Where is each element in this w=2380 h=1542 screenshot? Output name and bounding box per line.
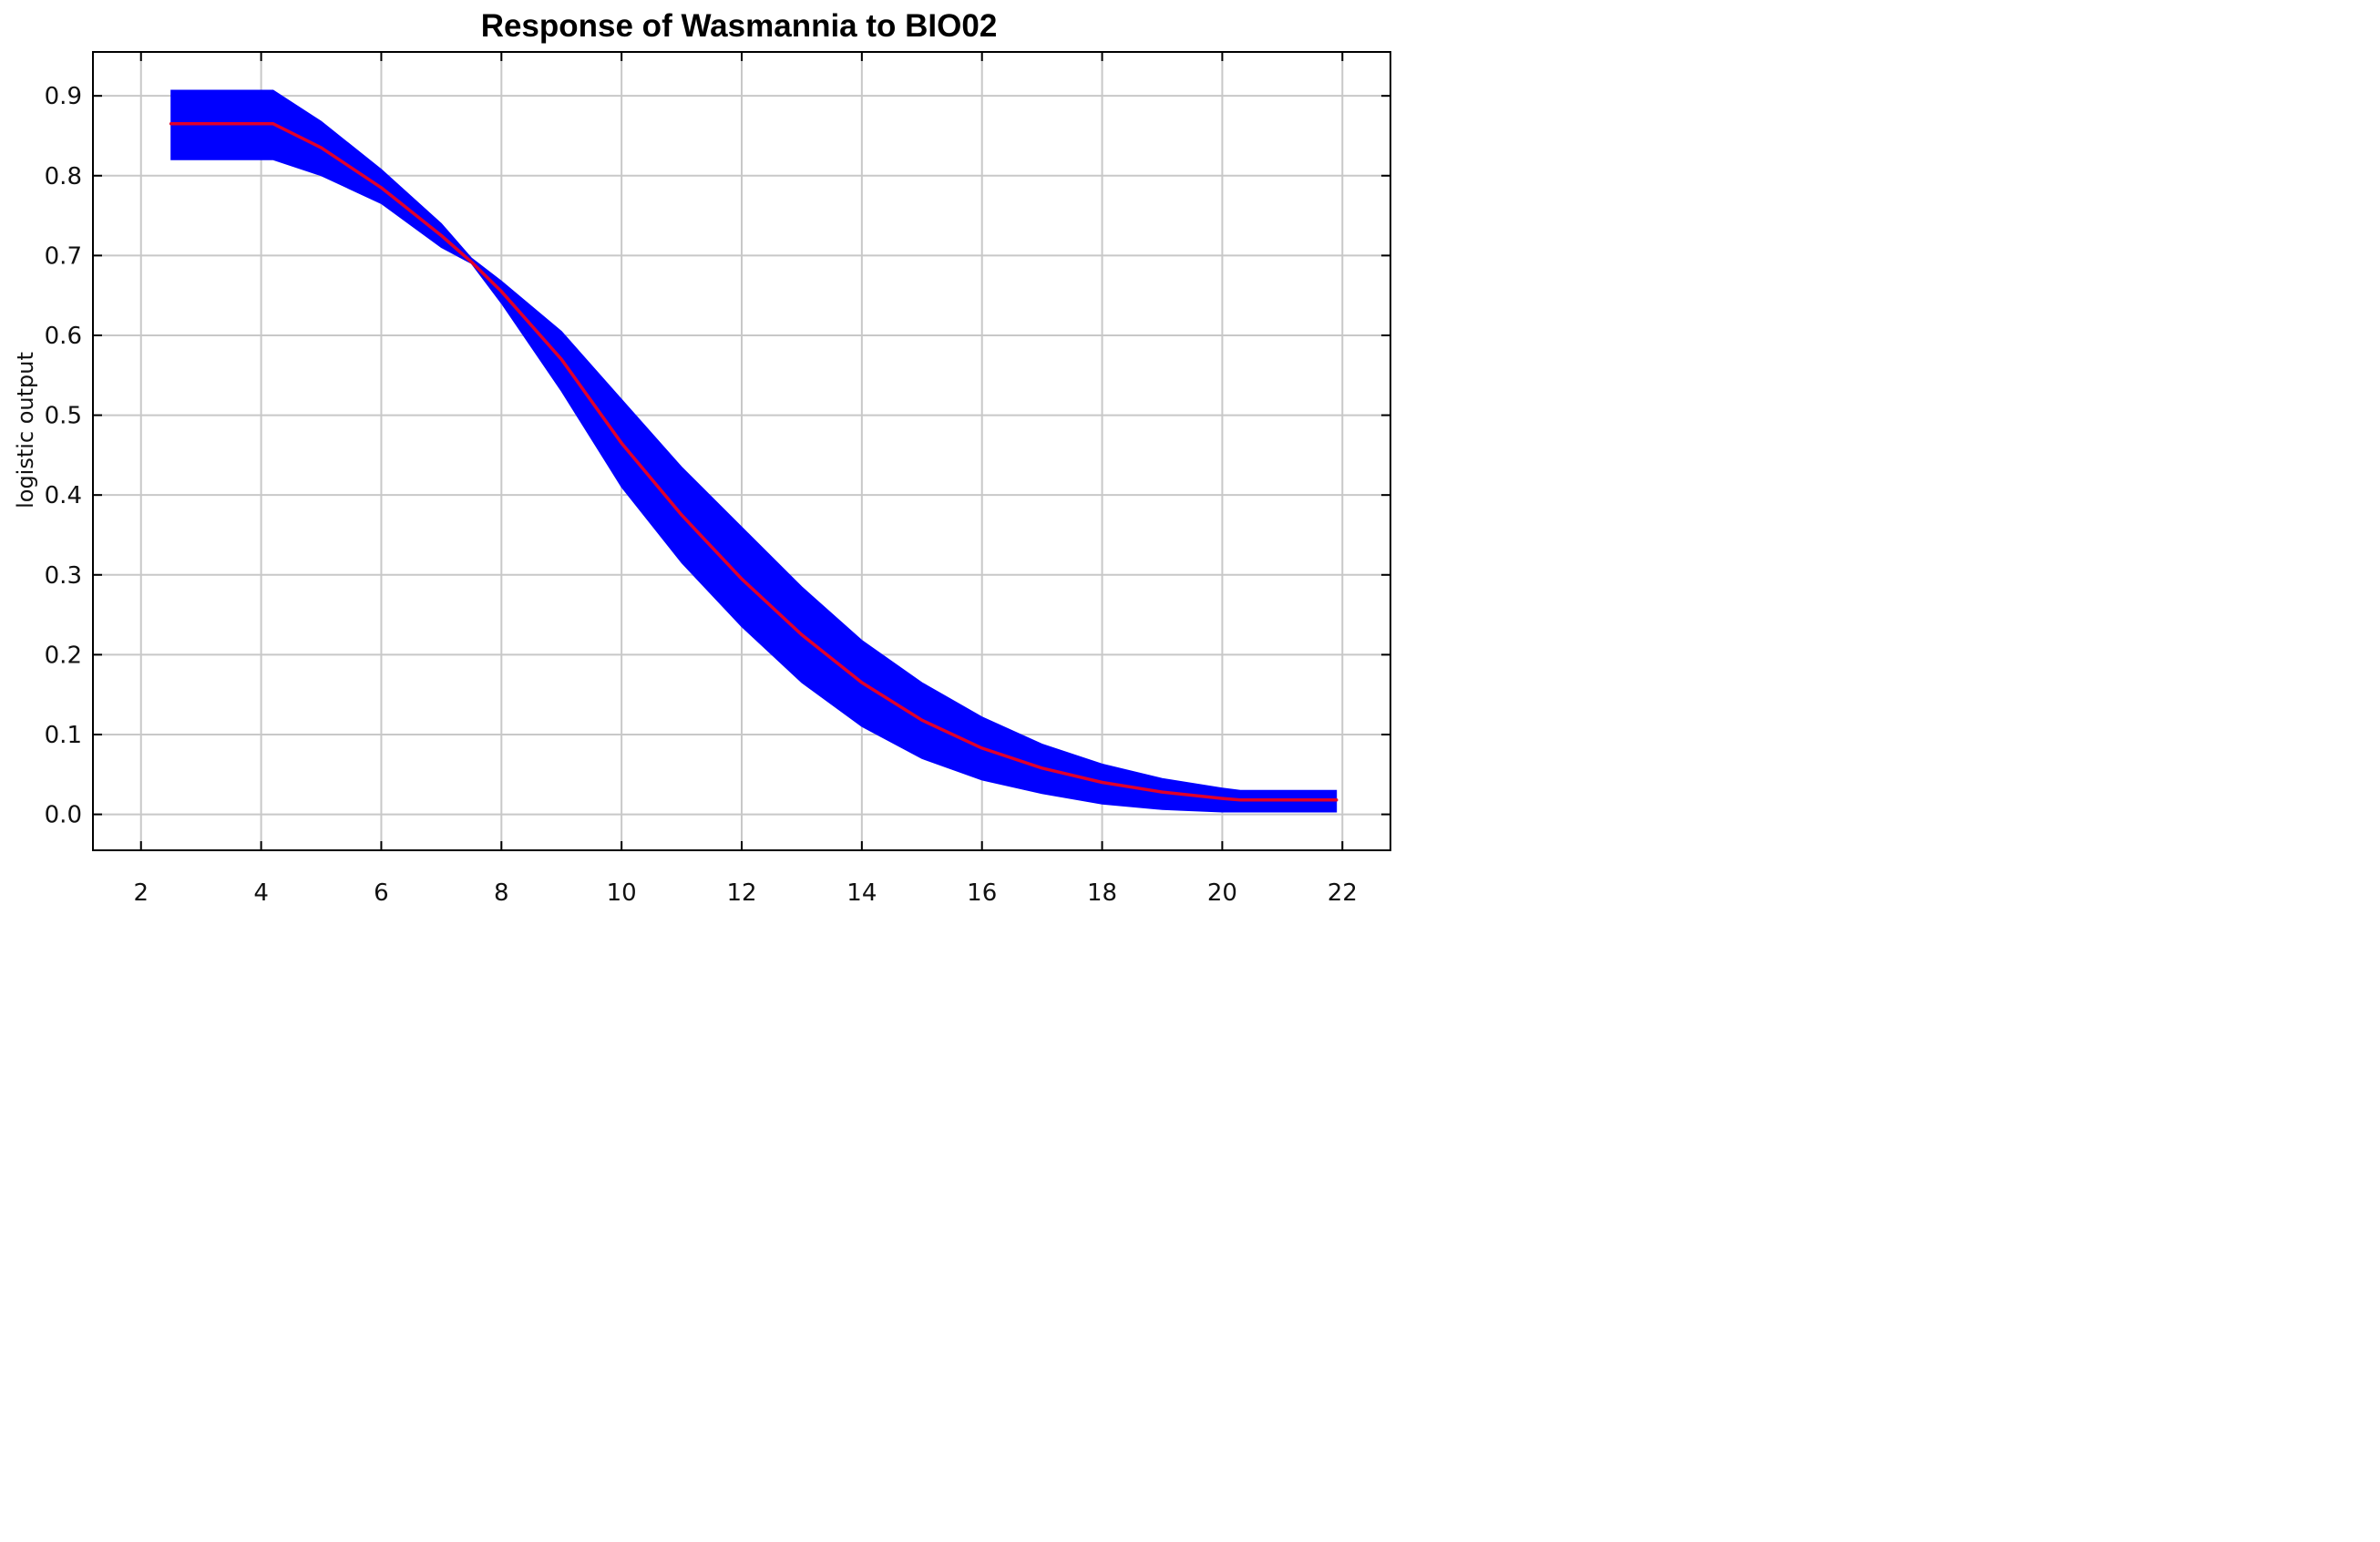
confidence-band — [170, 89, 1338, 813]
x-tick-label: 10 — [607, 879, 637, 907]
y-tick-label: 0.1 — [45, 722, 82, 749]
y-tick-label: 0.3 — [45, 562, 82, 590]
x-tick-label: 4 — [253, 879, 269, 907]
x-tick-label: 16 — [967, 879, 997, 907]
confidence-band-layer — [170, 89, 1338, 813]
chart-title: Response of Wasmannia to BIO02 — [481, 8, 998, 44]
x-tick-label: 20 — [1207, 879, 1237, 907]
x-tick-label: 6 — [374, 879, 389, 907]
response-curve-chart: Response of Wasmannia to BIO02 2 4 6 8 10 12 1… — [13, 8, 1391, 907]
gridlines — [93, 52, 1390, 850]
y-tick-label: 0.0 — [45, 802, 82, 829]
y-tick-label: 0.9 — [45, 83, 82, 110]
y-tick-label: 0.8 — [45, 163, 82, 190]
y-tick-label: 0.2 — [45, 642, 82, 669]
mean-response-line — [169, 122, 1339, 802]
x-tick-label: 22 — [1328, 879, 1358, 907]
x-tick-label: 18 — [1087, 879, 1117, 907]
y-tick-label: 0.7 — [45, 242, 82, 270]
y-tick-label: 0.4 — [45, 482, 82, 509]
x-tick-label: 8 — [494, 879, 509, 907]
axis-ticks — [93, 52, 1390, 850]
mean-curve-layer — [169, 122, 1339, 802]
y-tick-label: 0.5 — [45, 403, 82, 430]
x-tick-label: 2 — [133, 879, 149, 907]
y-axis-label: logistic output — [13, 352, 38, 509]
y-tick-label: 0.6 — [45, 323, 82, 350]
x-tick-label: 14 — [846, 879, 877, 907]
tick-labels: 2 4 6 8 10 12 14 16 18 20 22 0.0 0.1 0.2 0.3 0.4 0.5 0.6 0… — [45, 83, 1358, 907]
x-tick-label: 12 — [726, 879, 756, 907]
